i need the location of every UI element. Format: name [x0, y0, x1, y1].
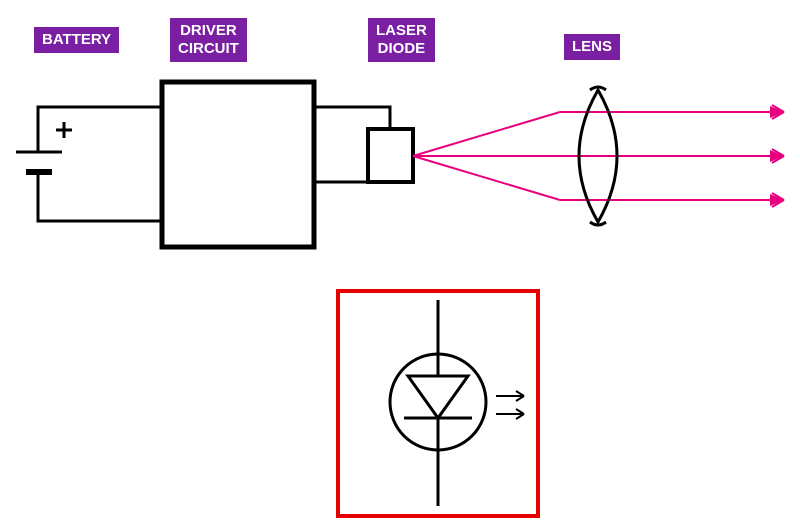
laser-beams — [413, 105, 784, 207]
laser-diode-symbol-inset — [338, 291, 538, 516]
battery-symbol — [16, 107, 162, 221]
laser-diode-box — [368, 129, 413, 182]
driver-circuit-box — [162, 82, 314, 247]
circuit-diagram — [0, 0, 800, 528]
